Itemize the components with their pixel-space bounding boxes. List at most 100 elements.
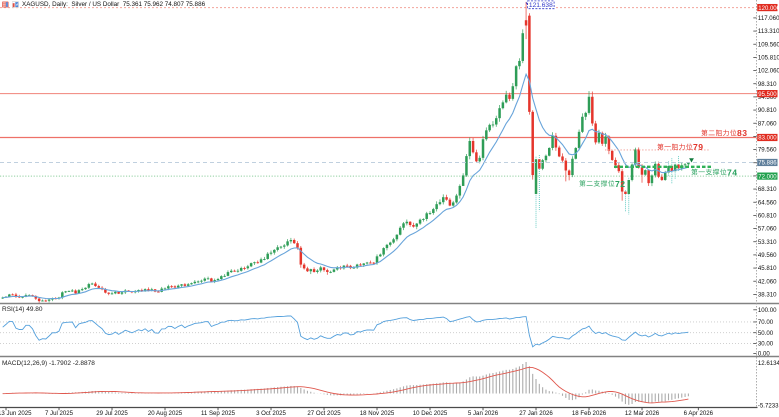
candle-body	[475, 152, 478, 162]
candle-body	[226, 272, 230, 276]
candle-body	[392, 239, 395, 243]
price-marker-arrow	[689, 158, 694, 163]
text-label: 7	[615, 179, 620, 189]
candle-body	[256, 262, 260, 264]
price-axis-label: 49.560	[758, 252, 777, 259]
rsi-line	[2, 315, 689, 348]
macd-signal-line	[2, 366, 689, 404]
candle-body	[170, 286, 173, 288]
candle-body	[637, 149, 640, 168]
icon-shape	[586, 181, 593, 186]
price-tag-text: 95.500	[758, 92, 777, 98]
text-label: 3	[742, 128, 747, 138]
candle-body	[14, 294, 18, 297]
candle-body	[196, 281, 200, 283]
candle-body	[67, 290, 71, 292]
candle-body	[186, 284, 190, 286]
icon-shape	[672, 143, 679, 150]
time-axis[interactable]: 13 Jun 2025 7 Jul 2025 29 Jul 2025 20 Aug 2…	[0, 407, 714, 417]
candle-body	[296, 243, 299, 248]
candle-body	[577, 131, 581, 149]
price-axis-label: 60.810	[758, 212, 777, 219]
price-tag-83.000: 83.000	[757, 133, 778, 142]
candle-body	[541, 160, 544, 169]
candle-body	[624, 191, 627, 195]
macd-pane[interactable]	[2, 362, 689, 405]
candle-body	[319, 267, 322, 271]
candle-body	[415, 223, 419, 227]
candle-body	[485, 130, 488, 140]
candle-body	[345, 265, 349, 267]
icon-shape	[701, 129, 708, 136]
candle-body	[97, 286, 101, 288]
icon-shape	[2, 2, 6, 7]
candlestick-series[interactable]	[1, 1, 690, 303]
candle-body	[246, 266, 250, 269]
candle-body	[445, 197, 448, 200]
candle-body	[316, 270, 319, 272]
candle-body	[80, 289, 84, 291]
candle-body	[326, 270, 329, 272]
price-axis-label: 102.060	[758, 68, 779, 75]
candle-body	[279, 246, 283, 248]
candle-body	[591, 96, 594, 124]
trendline-segments[interactable]	[0, 149, 757, 169]
annotation-labels[interactable]: 8 3 7 9 7 4 7 2	[579, 128, 747, 189]
candle-body	[94, 283, 97, 287]
high-price-callout[interactable]: 121.638	[525, 0, 555, 9]
icon-shape	[12, 3, 15, 7]
date-axis-label: 6 Apr 2026	[684, 410, 714, 417]
candle-body	[8, 294, 11, 297]
candle-body	[468, 140, 472, 157]
rsi-indicator-label: RSI(14) 49.80	[2, 306, 43, 313]
candle-body	[597, 132, 601, 143]
candle-body	[372, 262, 375, 264]
candle-body	[276, 247, 279, 250]
candle-body	[74, 290, 77, 294]
rsi-axis-labels: 100.00 70.00 50.00 30.00 0.00	[753, 307, 777, 358]
candle-body	[385, 244, 389, 249]
candle-body	[87, 284, 91, 288]
candle-body	[375, 256, 379, 263]
candle-body	[448, 199, 452, 206]
candle-body	[84, 287, 87, 290]
candle-body	[322, 267, 326, 271]
price-axis-label: 79.560	[758, 147, 777, 154]
price-tag-75.886: 75.886	[757, 158, 778, 167]
horizontal-level-lines[interactable]	[0, 7, 757, 177]
candle-body	[382, 248, 385, 255]
date-axis-label: 18 Feb 2026	[572, 410, 607, 417]
price-axis-label: 68.310	[758, 186, 777, 193]
icon-shape	[691, 168, 698, 176]
ma-line	[2, 72, 689, 300]
price-axis-label: 53.310	[758, 239, 777, 246]
candle-body	[263, 258, 266, 260]
date-axis-label: 29 Jul 2025	[96, 410, 128, 417]
rsi-level-label: 100.00	[758, 307, 777, 314]
price-axis[interactable]: 117.060 113.310 109.560 105.810 102.060 98.31…	[753, 3, 779, 299]
price-tag-text: 72.000	[758, 174, 777, 180]
candle-body	[336, 267, 339, 270]
rsi-level-label: 30.00	[758, 341, 774, 348]
rsi-level-label: 70.00	[758, 319, 774, 326]
candle-body	[37, 298, 41, 302]
candle-body	[524, 20, 528, 26]
rsi-pane[interactable]	[0, 315, 757, 348]
candle-body	[610, 150, 614, 160]
candle-body	[379, 254, 382, 257]
candle-body	[461, 175, 465, 186]
rsi-level-label: 50.00	[758, 330, 774, 337]
candle-body	[402, 223, 405, 228]
candle-body	[488, 124, 491, 131]
candle-body	[465, 156, 468, 176]
candle-body	[369, 262, 372, 264]
icon-graphic	[2, 1, 9, 8]
date-axis-label: 5 Jan 2026	[468, 410, 499, 417]
symbol-description: Silver / US Dollar	[71, 1, 120, 8]
